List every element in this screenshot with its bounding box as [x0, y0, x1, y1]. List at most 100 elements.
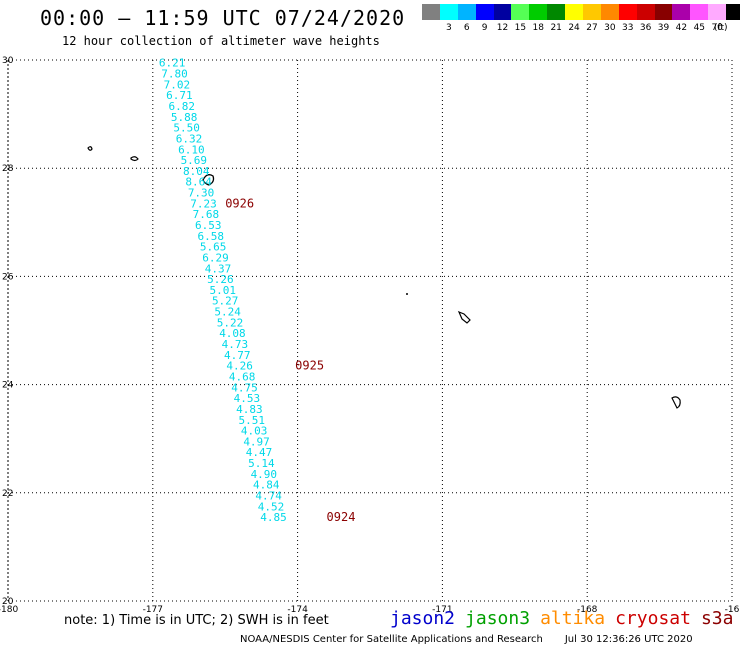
swh-value: 5.50	[173, 122, 200, 135]
legend-label: 6	[463, 23, 470, 33]
y-tick-label: 30	[2, 56, 14, 66]
legend-label: 21	[550, 23, 562, 33]
swh-value: 6.58	[197, 230, 224, 243]
legend-swatch: 21	[547, 4, 566, 33]
swh-value: 5.65	[200, 241, 227, 254]
y-tick-label: 20	[2, 597, 14, 607]
swh-value: 4.90	[251, 468, 278, 481]
swh-value: 4.08	[219, 327, 246, 340]
x-tick-label: -180	[0, 605, 18, 615]
legend-swatch: 27	[583, 4, 601, 33]
swh-value: 7.23	[190, 197, 217, 210]
x-tick-label: -177	[143, 605, 163, 615]
legend-label: 45	[693, 23, 706, 33]
swh-value: 6.10	[178, 143, 205, 156]
island-outline	[406, 293, 408, 295]
swh-value: 6.29	[202, 251, 229, 264]
swh-value: 4.74	[255, 490, 282, 503]
x-tick-label: -168	[577, 605, 598, 615]
swh-value: 4.73	[222, 338, 249, 351]
legend-swatch: 30	[600, 4, 619, 33]
swh-value: 4.68	[229, 370, 256, 383]
swh-value: 7.68	[193, 208, 220, 221]
satellite-legend: jason2 jason3 altika cryosat s3a	[390, 608, 740, 629]
legend-label: 18	[532, 23, 545, 33]
swh-value: 4.84	[253, 479, 280, 492]
y-tick-label: 26	[2, 272, 14, 282]
island-outline	[202, 174, 215, 186]
satellite-name: jason3	[465, 608, 531, 629]
legend-label: 33	[622, 23, 634, 33]
swh-value: 4.97	[243, 435, 270, 448]
map-subtitle: 12 hour collection of altimeter wave hei…	[62, 34, 380, 48]
y-tick-label: 24	[2, 381, 14, 391]
legend-label: 42	[675, 23, 688, 33]
pass-time-label: 0926	[225, 196, 254, 210]
swh-value: 5.26	[207, 273, 234, 286]
legend-label: 9	[481, 23, 488, 33]
legend-label: 27	[586, 23, 598, 33]
legend-swatch: 45	[690, 4, 709, 33]
legend-swatch: 9	[475, 4, 494, 33]
satellite-name: altika	[540, 608, 606, 629]
swh-value: 7.02	[164, 78, 191, 91]
island-outline	[130, 156, 139, 162]
time-labels: 0926 0925 0924	[225, 196, 355, 524]
color-legend: 3 6 9 12 15 18 21 24 27 30 33 36 39 42 45 70	[422, 4, 740, 33]
legend-label: 3	[445, 23, 452, 33]
swh-value: 6.21	[159, 57, 186, 70]
swh-value: 5.88	[171, 111, 198, 124]
swh-value: 5.69	[181, 154, 208, 167]
island-outline	[671, 396, 681, 409]
swh-value: 5.27	[212, 295, 239, 308]
swh-value: 5.01	[210, 284, 237, 297]
swh-value: 4.77	[224, 349, 251, 362]
legend-swatch: 24	[565, 4, 584, 33]
x-tick-label: -171	[432, 605, 452, 615]
legend-swatch: 3	[439, 4, 458, 33]
legend-swatch: 70	[708, 4, 727, 33]
island-outline	[87, 146, 93, 151]
legend-label: 12	[496, 23, 509, 33]
legend-swatch: 12	[493, 4, 512, 33]
timestamp-text: Jul 30 12:36:26 UTC 2020	[564, 634, 693, 645]
swh-value: 4.83	[236, 403, 263, 416]
legend-swatch: 15	[511, 4, 530, 33]
swh-value: 5.51	[238, 414, 265, 427]
island-outlines	[87, 146, 681, 409]
swh-value: 8.64	[185, 176, 212, 189]
y-tick-label: 28	[2, 164, 14, 174]
swh-value: 6.71	[166, 89, 193, 102]
satellite-name: jason2	[390, 608, 456, 629]
legend-label: 36	[639, 23, 652, 33]
legend-swatch: 36	[636, 4, 655, 33]
footnote: note: 1) Time is in UTC; 2) SWH is in fe…	[64, 613, 329, 628]
legend-label: 15	[514, 23, 527, 33]
legend-swatch	[726, 4, 740, 20]
swh-value: 6.53	[195, 219, 222, 232]
swh-value: 4.26	[226, 360, 253, 373]
legend-swatch: 42	[672, 4, 691, 33]
legend-swatch	[422, 4, 440, 20]
map-grid: -180 -177 -174 -171 -168 -16 30 28 26 24 22 20	[0, 56, 740, 615]
swh-value: 6.32	[176, 132, 203, 145]
swh-track: 6.217.807.026.716.825.885.506.326.105.69…	[159, 57, 287, 524]
swh-value: 4.75	[231, 381, 258, 394]
swh-value: 4.47	[246, 446, 273, 459]
legend-label: 30	[604, 23, 616, 33]
x-tick-label: -16	[725, 605, 740, 615]
map-border	[7, 59, 733, 602]
pass-time-label: 0924	[327, 510, 356, 524]
credit-line: NOAA/NESDIS Center for Satellite Applica…	[240, 634, 693, 645]
swh-value: 5.22	[217, 316, 244, 329]
legend-label: 24	[568, 23, 580, 33]
pass-time-label: 0925	[295, 359, 324, 373]
x-tick-label: -174	[287, 605, 308, 615]
swh-value: 4.85	[260, 511, 287, 524]
swh-value: 4.03	[241, 425, 268, 438]
satellite-name: s3a	[700, 608, 734, 629]
legend-label: 39	[657, 23, 670, 33]
legend-unit: (ft)	[714, 23, 728, 33]
legend-swatch: 39	[654, 4, 673, 33]
